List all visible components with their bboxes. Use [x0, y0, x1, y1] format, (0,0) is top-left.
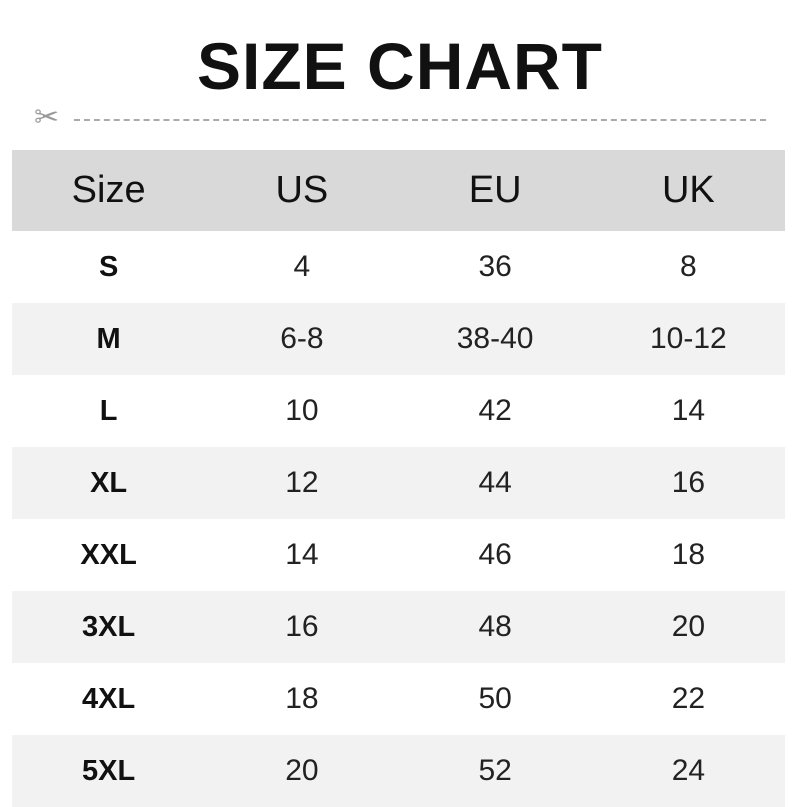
cut-line: ✂ [34, 101, 766, 134]
table-cell: 4 [293, 250, 311, 283]
table-row: M 6-8 38-40 10-12 [12, 303, 785, 375]
table-cell: 48 [398, 591, 592, 663]
table-cell: 18 [671, 538, 706, 571]
table-row: XXL 14 46 18 [12, 519, 785, 591]
table-cell: 46 [478, 538, 512, 571]
column-header: EU [398, 150, 592, 231]
column-header: UK [591, 150, 785, 231]
table-cell: 42 [478, 394, 512, 427]
page-title: SIZE CHART [197, 29, 603, 103]
table-cell: 24 [591, 735, 785, 807]
size-cell: S [98, 250, 119, 283]
table-cell: 10-12 [591, 303, 785, 375]
table-cell: 18 [285, 682, 319, 715]
size-cell: XL [12, 447, 206, 519]
column-header: Size [12, 150, 206, 231]
table-cell: 12 [205, 447, 399, 519]
table-row: L 10 42 14 [12, 375, 785, 447]
size-cell: L [99, 394, 118, 427]
column-header: US [205, 150, 399, 231]
table-cell: 22 [671, 682, 706, 715]
table-cell: 16 [205, 591, 399, 663]
table-cell: 16 [591, 447, 785, 519]
scissors-icon: ✂ [34, 101, 60, 134]
table-cell: 10 [285, 394, 319, 427]
size-cell: XXL [80, 538, 137, 571]
table-row: XL 12 44 16 [12, 447, 785, 519]
dashed-divider [74, 119, 766, 121]
table-cell: 50 [478, 682, 512, 715]
table-row: 4XL 18 50 22 [12, 663, 785, 735]
table-cell: 38-40 [398, 303, 592, 375]
size-cell: 3XL [12, 591, 206, 663]
table-cell: 14 [671, 394, 706, 427]
size-cell: M [12, 303, 206, 375]
table-cell: 20 [205, 735, 399, 807]
table-row: 3XL 16 48 20 [12, 591, 785, 663]
table-cell: 36 [478, 250, 512, 283]
table-cell: 52 [398, 735, 592, 807]
table-cell: 6-8 [205, 303, 399, 375]
size-cell: 5XL [12, 735, 206, 807]
table-cell: 20 [591, 591, 785, 663]
size-table: Size US EU UK S 4 36 8 M 6-8 38-40 10-12 L 10 42 14 XL 12… [12, 150, 785, 807]
table-row: 5XL 20 52 24 [12, 735, 785, 807]
size-cell: 4XL [82, 682, 136, 715]
table-cell: 8 [680, 250, 697, 283]
table-row: S 4 36 8 [12, 231, 785, 303]
table-cell: 14 [285, 538, 319, 571]
table-cell: 44 [398, 447, 592, 519]
